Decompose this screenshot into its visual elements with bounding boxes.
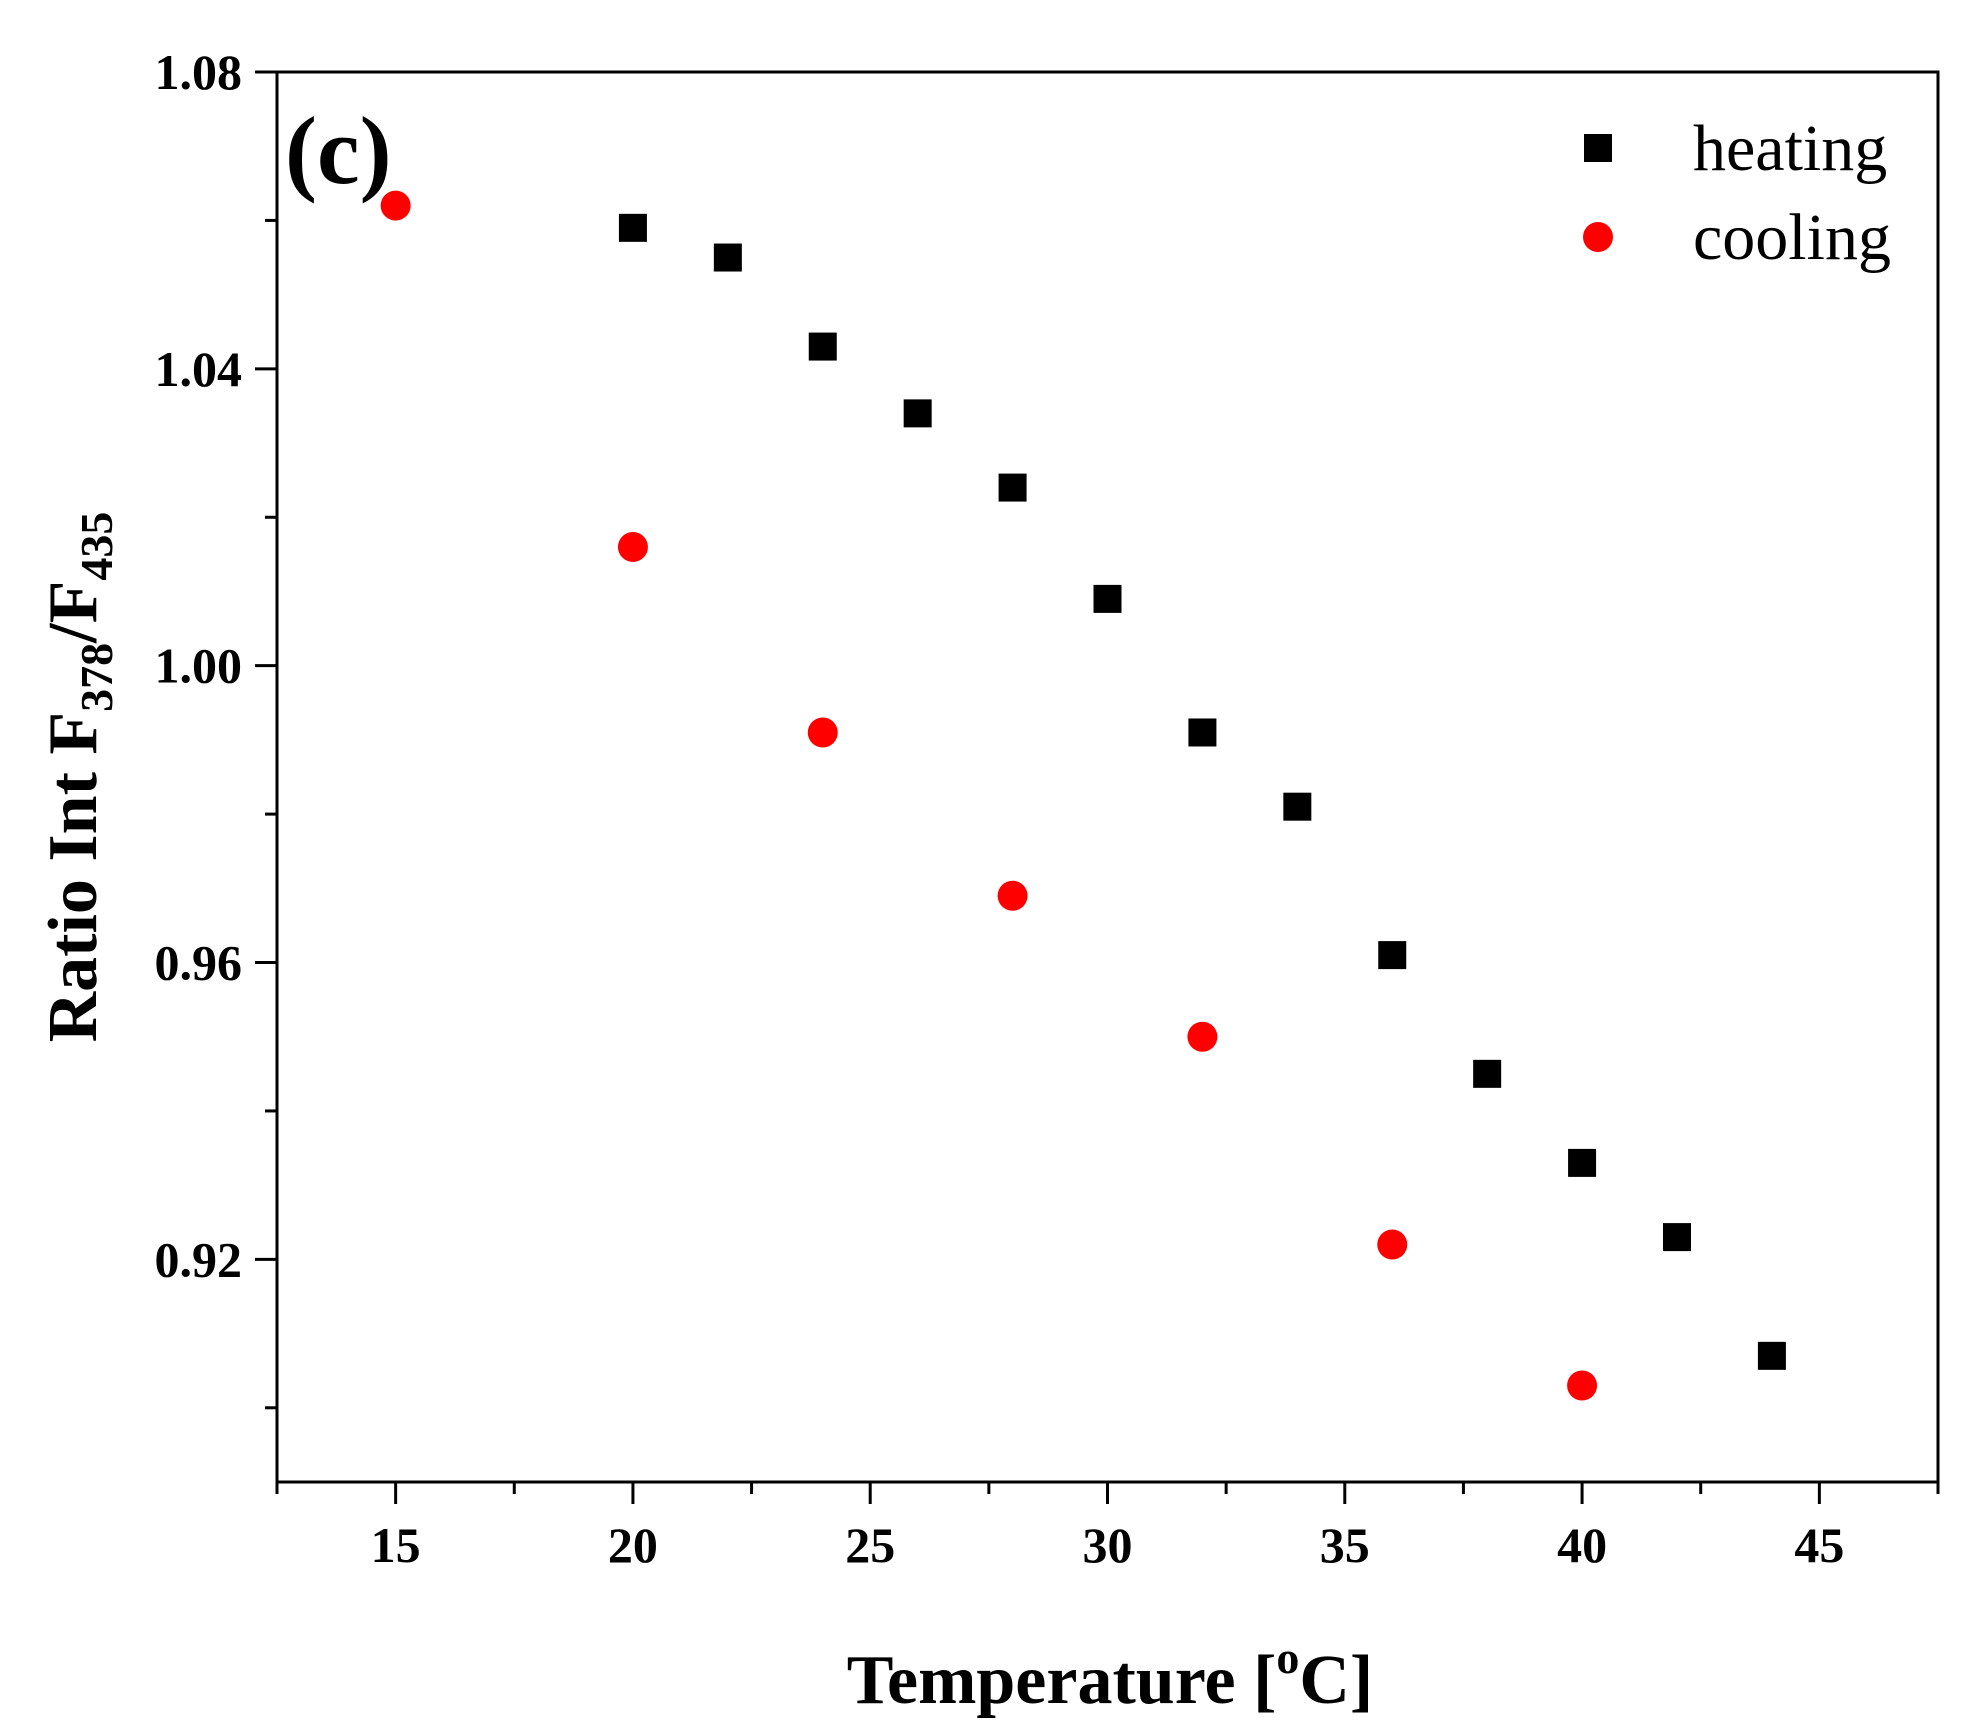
cooling-point (1187, 1021, 1218, 1052)
heating-point (1757, 1341, 1786, 1370)
heating-point (903, 399, 932, 428)
cooling-point (380, 190, 411, 221)
x-axis-ticks: 15 20 25 30 35 40 45 (275, 1482, 1940, 1573)
heating-point (618, 213, 647, 242)
y-axis-title-subscript-1: 378 (71, 643, 122, 712)
heating-point (1378, 941, 1407, 970)
legend-cooling-label: cooling (1693, 201, 1891, 274)
cooling-point (617, 531, 648, 562)
heating-point (808, 332, 837, 361)
cooling-point (1377, 1229, 1408, 1260)
panel-label: (c) (285, 97, 392, 204)
heating-point (1473, 1059, 1502, 1088)
x-axis-title-prefix: Temperature [ (847, 1642, 1277, 1719)
x-axis-title: Temperature [oC] (847, 1632, 1374, 1719)
cooling-point (807, 717, 838, 748)
y-tick-label: 1.00 (155, 638, 243, 694)
y-tick-label: 0.92 (155, 1231, 243, 1287)
x-tick-label: 25 (845, 1517, 895, 1573)
heating-point (1188, 718, 1217, 747)
heating-point (713, 243, 742, 272)
x-axis-title-suffix: C] (1299, 1642, 1373, 1719)
y-tick-label: 1.04 (155, 341, 243, 397)
y-axis-title: Ratio Int F378/F435 (35, 512, 122, 1043)
x-axis-title-superscript: o (1276, 1632, 1299, 1683)
heating-point (1568, 1148, 1597, 1177)
y-tick-label: 1.08 (155, 44, 243, 100)
x-tick-label: 20 (608, 1517, 658, 1573)
legend-heating-label: heating (1693, 112, 1887, 185)
x-tick-label: 35 (1320, 1517, 1370, 1573)
y-axis-title-subscript-2: 435 (71, 512, 122, 581)
legend-heating-marker (1584, 134, 1612, 162)
x-tick-label: 45 (1794, 1517, 1844, 1573)
heating-point (998, 473, 1027, 502)
x-tick-label: 30 (1083, 1517, 1133, 1573)
y-axis-title-prefix: Ratio Int F (35, 712, 112, 1043)
legend: heating cooling (1583, 112, 1891, 274)
y-axis-ticks: 0.92 0.96 1.00 1.04 1.08 (155, 44, 277, 1410)
y-axis-title-mid: /F (35, 581, 112, 644)
heating-point (1662, 1223, 1691, 1252)
data-points (380, 190, 1786, 1401)
x-tick-label: 15 (371, 1517, 421, 1573)
heating-point (1093, 584, 1122, 613)
cooling-point (1567, 1370, 1598, 1401)
cooling-point (997, 880, 1028, 911)
x-tick-label: 40 (1557, 1517, 1607, 1573)
y-tick-label: 0.96 (155, 935, 243, 991)
heating-point (1283, 792, 1312, 821)
legend-cooling-marker (1583, 222, 1613, 252)
